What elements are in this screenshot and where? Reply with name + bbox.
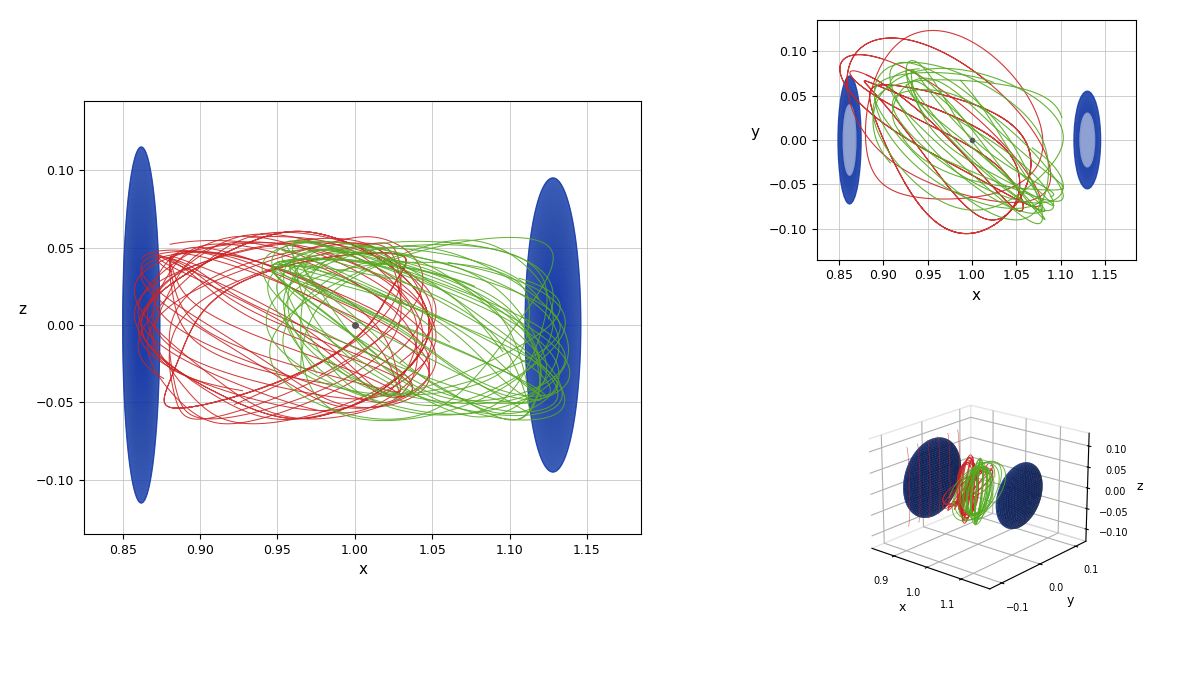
Ellipse shape — [840, 86, 859, 194]
Ellipse shape — [842, 99, 857, 181]
Ellipse shape — [1076, 99, 1099, 182]
Ellipse shape — [1078, 103, 1098, 178]
Ellipse shape — [1078, 107, 1097, 173]
Ellipse shape — [840, 88, 859, 192]
Ellipse shape — [1080, 113, 1094, 167]
Ellipse shape — [841, 94, 858, 186]
X-axis label: x: x — [358, 562, 367, 577]
Ellipse shape — [838, 76, 862, 204]
Polygon shape — [122, 147, 160, 503]
Ellipse shape — [1076, 101, 1098, 180]
Y-axis label: z: z — [18, 302, 26, 317]
Y-axis label: y: y — [750, 125, 760, 140]
Ellipse shape — [1079, 111, 1096, 169]
Ellipse shape — [844, 104, 856, 176]
Ellipse shape — [842, 102, 857, 178]
X-axis label: x: x — [899, 601, 906, 614]
Ellipse shape — [1074, 91, 1100, 189]
X-axis label: x: x — [972, 288, 980, 303]
Ellipse shape — [1080, 113, 1094, 167]
Ellipse shape — [841, 97, 858, 184]
Polygon shape — [526, 178, 581, 472]
Y-axis label: y: y — [1067, 594, 1074, 608]
Ellipse shape — [844, 105, 856, 175]
Ellipse shape — [1078, 105, 1097, 176]
Ellipse shape — [841, 91, 858, 189]
Ellipse shape — [1079, 109, 1096, 171]
